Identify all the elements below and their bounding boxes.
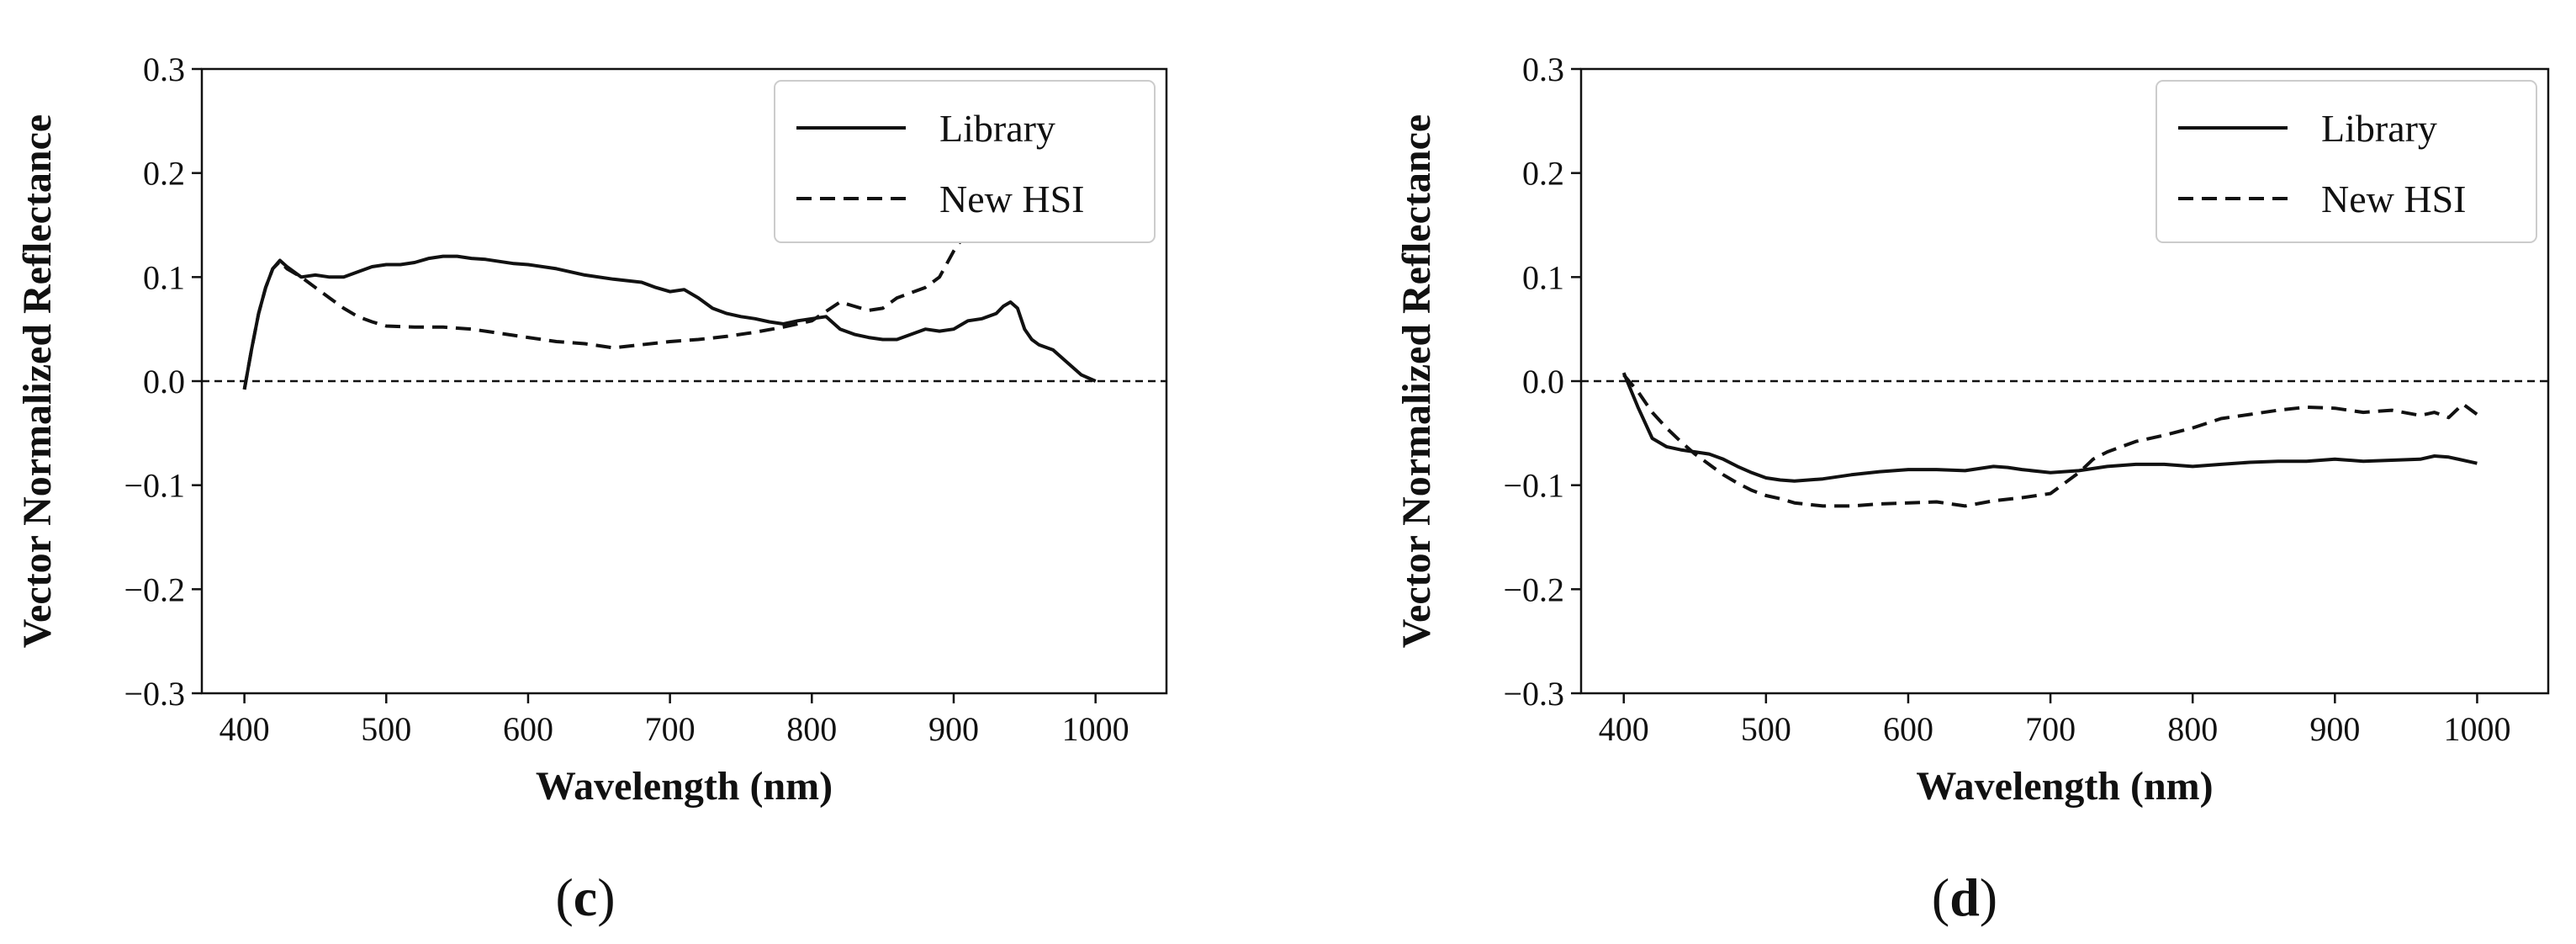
legend-box <box>774 80 1156 243</box>
x-tick-label: 700 <box>645 710 696 748</box>
legend-entry-library: Library <box>939 107 1055 150</box>
x-tick-label: 600 <box>503 710 553 748</box>
y-tick-label: −0.3 <box>124 675 185 713</box>
y-tick-label: −0.1 <box>1503 467 1564 505</box>
series-line-library <box>1621 372 2478 483</box>
y-tick-label: −0.3 <box>1503 675 1564 713</box>
legend-entry-library: Library <box>2321 107 2437 150</box>
y-tick-label: −0.2 <box>124 570 185 608</box>
x-tick-label: 500 <box>361 710 411 748</box>
y-tick-label: 0.0 <box>1522 363 1564 400</box>
x-tick-label: 800 <box>2167 710 2218 748</box>
x-tick-label: 800 <box>786 710 837 748</box>
chart-panel-c: −0.3 −0.2 −0.1 0.0 0.1 0.2 0.3 400 500 600 700 800 9… <box>15 50 1168 927</box>
y-tick-label: 0.1 <box>1522 258 1564 296</box>
x-tick-label: 400 <box>1599 710 1649 748</box>
x-tick-label: 900 <box>2309 710 2360 748</box>
series-line-library <box>242 254 1097 390</box>
x-tick-label: 700 <box>2025 710 2076 748</box>
x-tick-label: 1000 <box>1062 710 1129 748</box>
x-tick-label: 400 <box>220 710 270 748</box>
x-tick-label: 1000 <box>2443 710 2510 748</box>
y-tick-label: 0.1 <box>143 258 185 296</box>
x-tick-label: 600 <box>1883 710 1933 748</box>
chart-panel-d: −0.3 −0.2 −0.1 0.0 0.1 0.2 0.3 400 500 600 700 800 9… <box>1394 50 2550 927</box>
y-tick-label: 0.3 <box>143 50 185 88</box>
panel-label: (c) <box>555 867 615 927</box>
x-tick-label: 900 <box>928 710 979 748</box>
y-tick-label: 0.2 <box>1522 155 1564 193</box>
legend: Library New HSI <box>774 80 1156 243</box>
y-tick-label: 0.0 <box>143 363 185 400</box>
y-axis-label: Vector Normalized Reflectance <box>1394 114 1439 648</box>
legend-entry-new-hsi: New HSI <box>939 178 1084 220</box>
y-tick-label: −0.2 <box>1503 570 1564 608</box>
panel-label: (d) <box>1932 867 1997 927</box>
legend-entry-new-hsi: New HSI <box>2321 178 2466 220</box>
x-tick-label: 500 <box>1741 710 1791 748</box>
legend-box <box>2155 80 2537 243</box>
x-axis-label: Wavelength (nm) <box>1916 764 2213 809</box>
y-axis-label: Vector Normalized Reflectance <box>15 114 60 648</box>
legend: Library New HSI <box>2155 80 2537 243</box>
y-tick-label: 0.2 <box>143 155 185 193</box>
y-tick-label: 0.3 <box>1522 50 1564 88</box>
y-tick-label: −0.1 <box>124 467 185 505</box>
series-line-new-hsi <box>1622 374 2478 508</box>
x-axis-label: Wavelength (nm) <box>536 764 833 809</box>
